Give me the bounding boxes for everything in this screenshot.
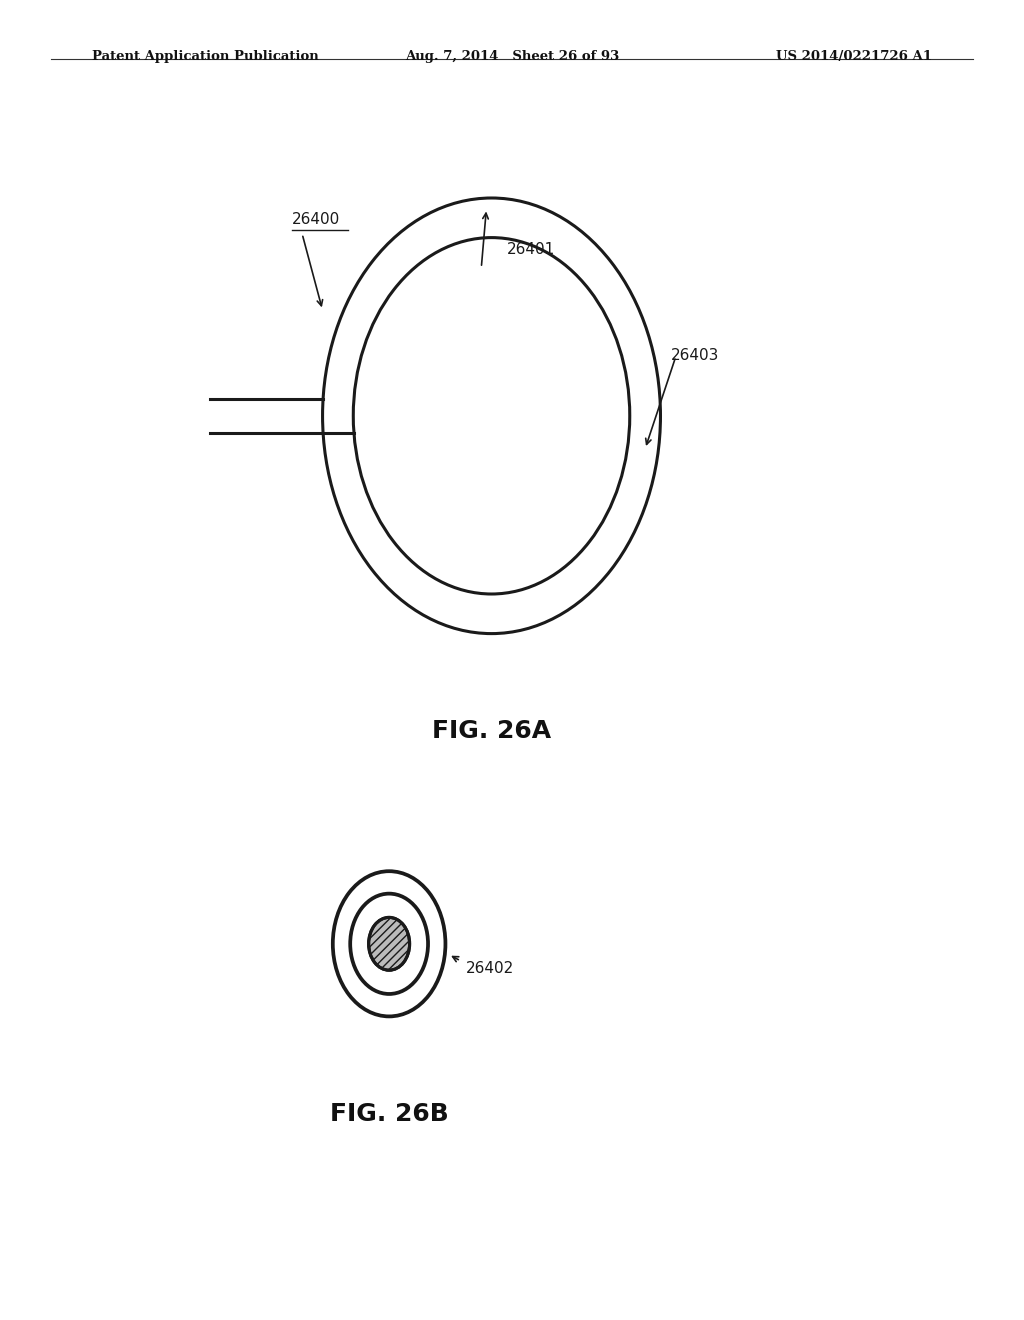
Text: FIG. 26A: FIG. 26A bbox=[432, 719, 551, 743]
Text: 26402: 26402 bbox=[466, 961, 514, 975]
Text: 26400: 26400 bbox=[292, 213, 340, 227]
Circle shape bbox=[369, 917, 410, 970]
Text: 26403: 26403 bbox=[671, 348, 719, 363]
Text: US 2014/0221726 A1: US 2014/0221726 A1 bbox=[776, 50, 932, 63]
Text: Aug. 7, 2014   Sheet 26 of 93: Aug. 7, 2014 Sheet 26 of 93 bbox=[404, 50, 620, 63]
Text: 26401: 26401 bbox=[507, 243, 555, 257]
Text: FIG. 26B: FIG. 26B bbox=[330, 1102, 449, 1126]
Text: Patent Application Publication: Patent Application Publication bbox=[92, 50, 318, 63]
